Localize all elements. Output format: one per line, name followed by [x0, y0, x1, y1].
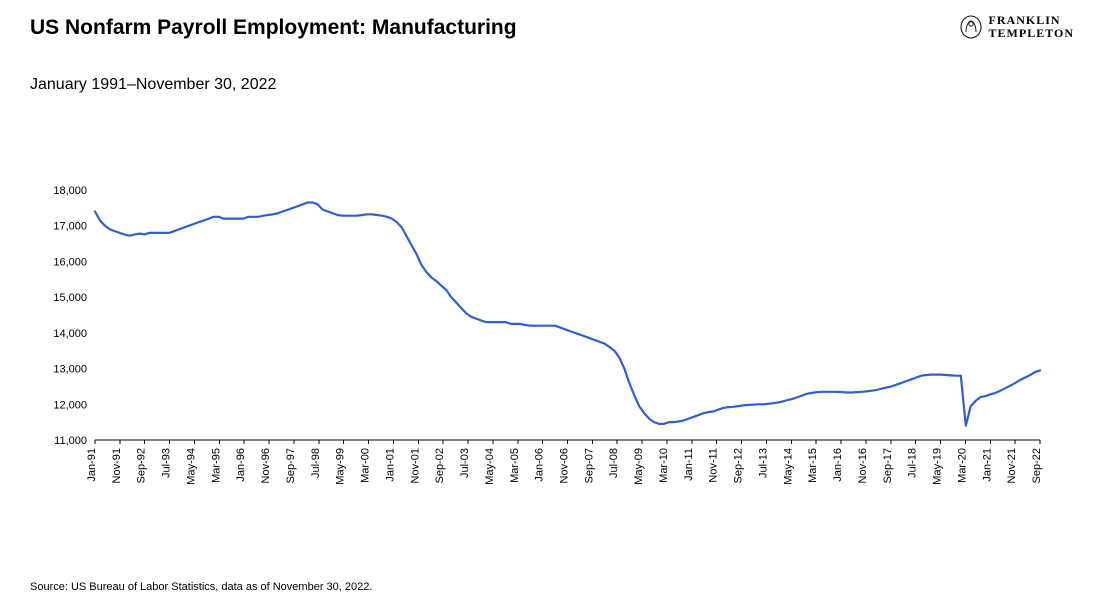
x-tick-label: Mar-15 [807, 448, 819, 483]
x-tick-label: Jan-96 [235, 448, 247, 482]
y-tick-label: 18,000 [53, 185, 87, 197]
y-tick-label: 11,000 [54, 435, 87, 447]
x-tick-label: Sep-17 [882, 448, 894, 483]
x-tick-label: Jan-16 [832, 448, 844, 482]
x-tick-label: Sep-97 [285, 448, 297, 483]
x-tick-label: Mar-00 [360, 448, 372, 483]
x-tick-label: Nov-06 [559, 448, 571, 483]
x-tick-label: Sep-92 [136, 448, 148, 483]
x-tick-label: May-09 [633, 448, 645, 485]
x-tick-label: Nov-16 [857, 448, 869, 483]
y-tick-label: 12,000 [53, 399, 87, 411]
x-tick-label: Jan-21 [981, 448, 993, 482]
x-tick-label: Mar-95 [210, 448, 222, 483]
x-tick-label: Nov-11 [708, 448, 720, 483]
brand-line1: FRANKLIN [989, 14, 1074, 27]
x-tick-label: May-04 [484, 448, 496, 485]
x-tick-label: Jan-01 [384, 448, 396, 482]
brand-name: FRANKLIN TEMPLETON [989, 14, 1074, 39]
chart-subtitle: January 1991–November 30, 2022 [30, 76, 276, 94]
y-tick-label: 17,000 [53, 221, 87, 233]
x-tick-label: Jul-18 [907, 448, 919, 478]
chart-svg: 11,000 12,000 13,000 14,000 15,000 16,000 17,0… [30, 180, 1050, 520]
x-tick-label: Nov-91 [111, 448, 123, 483]
y-tick-label: 13,000 [53, 364, 87, 376]
x-tick-label: May-19 [932, 448, 944, 485]
x-tick-label: Jan-06 [534, 448, 546, 482]
x-tick-label: Mar-10 [658, 448, 670, 483]
x-tick-label: Sep-02 [434, 448, 446, 483]
x-tick-label: Sep-22 [1031, 448, 1043, 483]
manufacturing-employment-line [95, 203, 1040, 426]
x-tick-label: Sep-07 [583, 448, 595, 483]
x-tick-label: Jul-03 [459, 448, 471, 478]
x-tick-label: May-94 [185, 448, 197, 485]
x-tick-label: Sep-12 [733, 448, 745, 483]
x-tick-label: Nov-96 [260, 448, 272, 483]
x-tick-label: Jan-11 [683, 448, 695, 481]
y-tick-label: 15,000 [53, 292, 87, 304]
x-tick-label: Jan-91 [86, 448, 98, 482]
brand-line2: TEMPLETON [989, 27, 1074, 40]
x-tick-label: Nov-01 [409, 448, 421, 483]
x-tick-label: Jul-08 [608, 448, 620, 478]
brand-mark-icon [959, 15, 983, 39]
x-tick-label: Jul-13 [757, 448, 769, 478]
y-tick-label: 16,000 [53, 256, 87, 268]
x-tick-label: Mar-05 [509, 448, 521, 483]
x-tick-label: Nov-21 [1006, 448, 1018, 483]
line-chart: 11,000 12,000 13,000 14,000 15,000 16,000 17,0… [30, 180, 1050, 520]
x-tick-label: Mar-20 [956, 448, 968, 483]
x-tick-label: May-99 [335, 448, 347, 485]
brand-logo: FRANKLIN TEMPLETON [959, 14, 1074, 39]
source-note: Source: US Bureau of Labor Statistics, d… [30, 581, 372, 593]
x-tick-label: Jul-98 [310, 448, 322, 478]
chart-title: US Nonfarm Payroll Employment: Manufactu… [30, 16, 517, 40]
x-tick-label: May-14 [782, 448, 794, 485]
y-tick-label: 14,000 [53, 328, 87, 340]
report-page: { "header": { "title": "US Nonfarm Payro… [0, 0, 1098, 609]
x-tick-label: Jul-93 [161, 448, 173, 478]
